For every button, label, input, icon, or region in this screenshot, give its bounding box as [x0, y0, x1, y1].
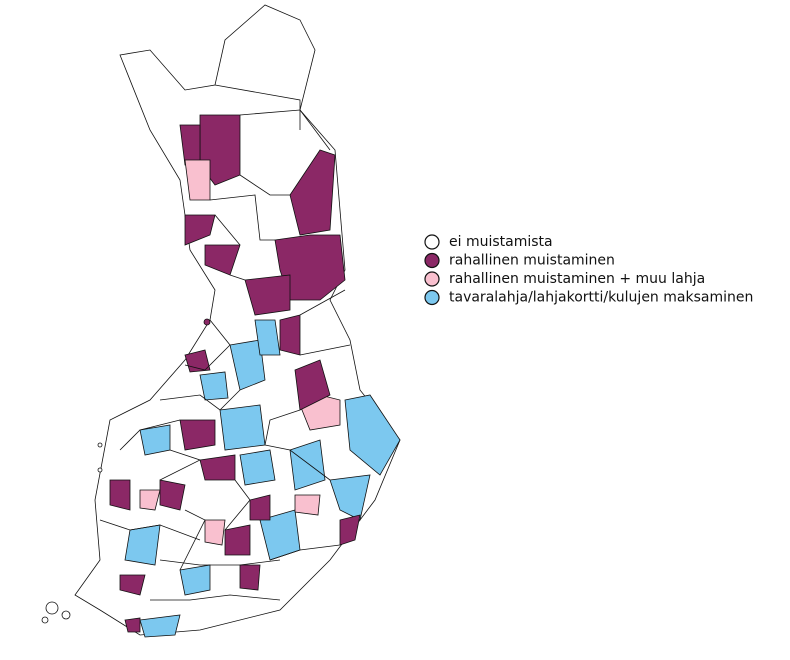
municipality	[204, 519, 226, 546]
border	[179, 509, 206, 571]
municipality	[279, 314, 301, 356]
border	[264, 409, 301, 446]
municipality	[274, 234, 346, 301]
border	[239, 109, 331, 151]
legend-label: rahallinen muistaminen	[449, 253, 615, 269]
island	[97, 442, 103, 448]
municipality	[294, 494, 321, 516]
border	[269, 544, 341, 561]
municipality	[109, 479, 131, 511]
border	[119, 419, 181, 451]
municipality	[329, 474, 371, 521]
border	[299, 344, 351, 356]
municipality	[159, 479, 186, 511]
municipality	[199, 371, 229, 401]
island	[45, 601, 59, 615]
border	[209, 194, 275, 241]
island	[203, 318, 211, 326]
legend-swatch	[424, 271, 440, 287]
municipality	[239, 564, 261, 591]
islands	[41, 318, 211, 624]
island	[97, 467, 103, 473]
border	[159, 559, 281, 566]
municipality	[294, 359, 331, 411]
municipality	[139, 614, 181, 638]
border	[214, 84, 301, 130]
legend: ei muistamista rahallinen muistaminen raha…	[424, 234, 753, 306]
municipalities	[74, 4, 401, 638]
island	[41, 616, 49, 624]
border	[150, 594, 281, 601]
municipality	[139, 424, 171, 456]
municipality	[229, 339, 266, 391]
municipality	[244, 274, 291, 316]
municipality	[224, 524, 251, 556]
municipality	[289, 439, 326, 491]
municipality	[124, 617, 141, 633]
border	[229, 274, 246, 281]
municipality	[184, 214, 216, 246]
municipality	[139, 489, 161, 511]
border	[214, 214, 241, 246]
legend-label: tavaralahja/lahjakortti/kulujen maksamin…	[449, 290, 753, 306]
municipality	[254, 319, 281, 356]
internal-borders	[99, 84, 351, 601]
municipality	[289, 149, 336, 236]
border	[184, 319, 231, 371]
municipality	[219, 404, 266, 451]
border	[159, 449, 202, 481]
municipality	[179, 419, 216, 451]
municipality	[344, 394, 401, 476]
municipality	[124, 524, 161, 566]
border	[264, 444, 331, 481]
border	[99, 519, 201, 541]
border	[239, 174, 290, 196]
border	[299, 289, 346, 316]
municipality	[249, 494, 271, 521]
legend-swatch	[424, 234, 440, 250]
municipality	[239, 449, 276, 486]
border	[159, 389, 241, 411]
municipality	[119, 574, 146, 596]
legend-swatch	[424, 252, 440, 269]
legend-swatch	[424, 289, 440, 306]
municipality	[179, 564, 211, 596]
island	[61, 610, 71, 620]
municipality	[339, 514, 361, 546]
legend-label: rahallinen muistaminen + muu lahja	[449, 271, 705, 287]
border	[224, 479, 251, 531]
legend-label: ei muistamista	[449, 234, 553, 250]
